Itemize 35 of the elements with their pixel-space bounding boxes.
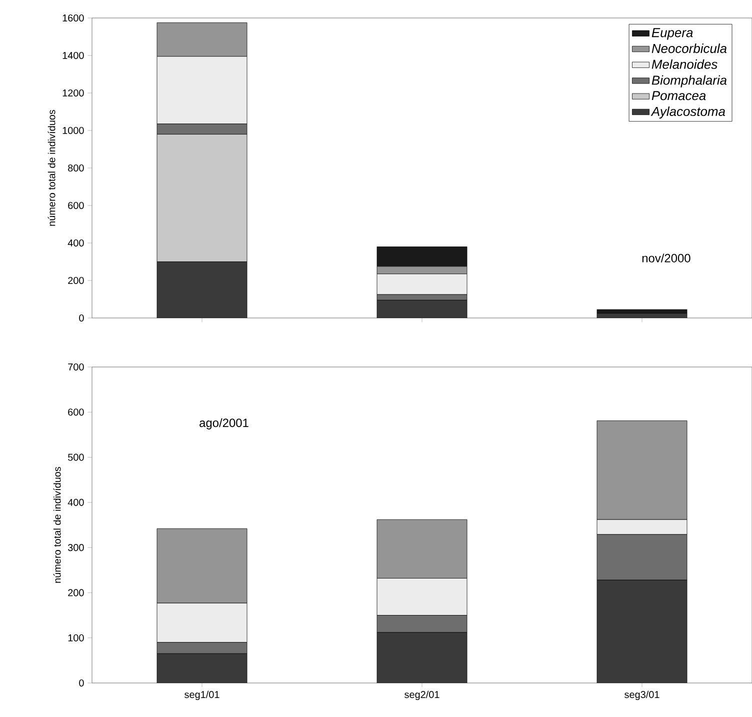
bar [376,300,468,318]
annotation: ago/2001 [200,418,248,430]
legend-label: Neocorbicula [652,44,727,54]
y-axis-title: número total de indivíduos [53,466,61,583]
legend-label: Pomacea [652,91,706,100]
y-tick-label: 1000 [62,126,84,134]
bar [156,262,248,318]
y-tick-label: 600 [68,408,84,416]
y-tick-label: 0 [79,679,84,687]
bar [376,632,468,683]
y-tick-label: 600 [68,202,84,210]
y-tick-label: 0 [79,314,84,322]
x-tick-label: seg3/01 [624,690,660,700]
y-tick-label: 700 [68,363,84,371]
y-tick-label: 200 [68,276,84,284]
y-tick-label: 100 [68,634,84,642]
x-tick-label: seg1/01 [184,690,220,700]
x-tick-label: seg2/01 [404,690,440,700]
y-tick-label: 500 [68,454,84,461]
y-tick-label: 400 [68,498,84,506]
y-axis-title: número total de indivíduos [48,110,56,226]
legend-label: Biomphalaria [652,75,727,88]
annotation: nov/2000 [642,254,690,262]
legend-label: Eupera [652,28,693,40]
legend-label: Aylacostoma [650,106,726,119]
y-tick-label: 1200 [62,89,84,97]
y-tick-label: 400 [68,239,84,247]
y-tick-label: 800 [68,164,84,172]
y-tick-label: 1400 [62,52,84,60]
bar [156,653,248,683]
bar [596,580,688,683]
y-tick-label: 1600 [62,14,84,22]
legend-label: Melanoides [652,59,718,69]
y-tick-label: 200 [68,589,84,596]
y-tick-label: 300 [68,544,84,552]
